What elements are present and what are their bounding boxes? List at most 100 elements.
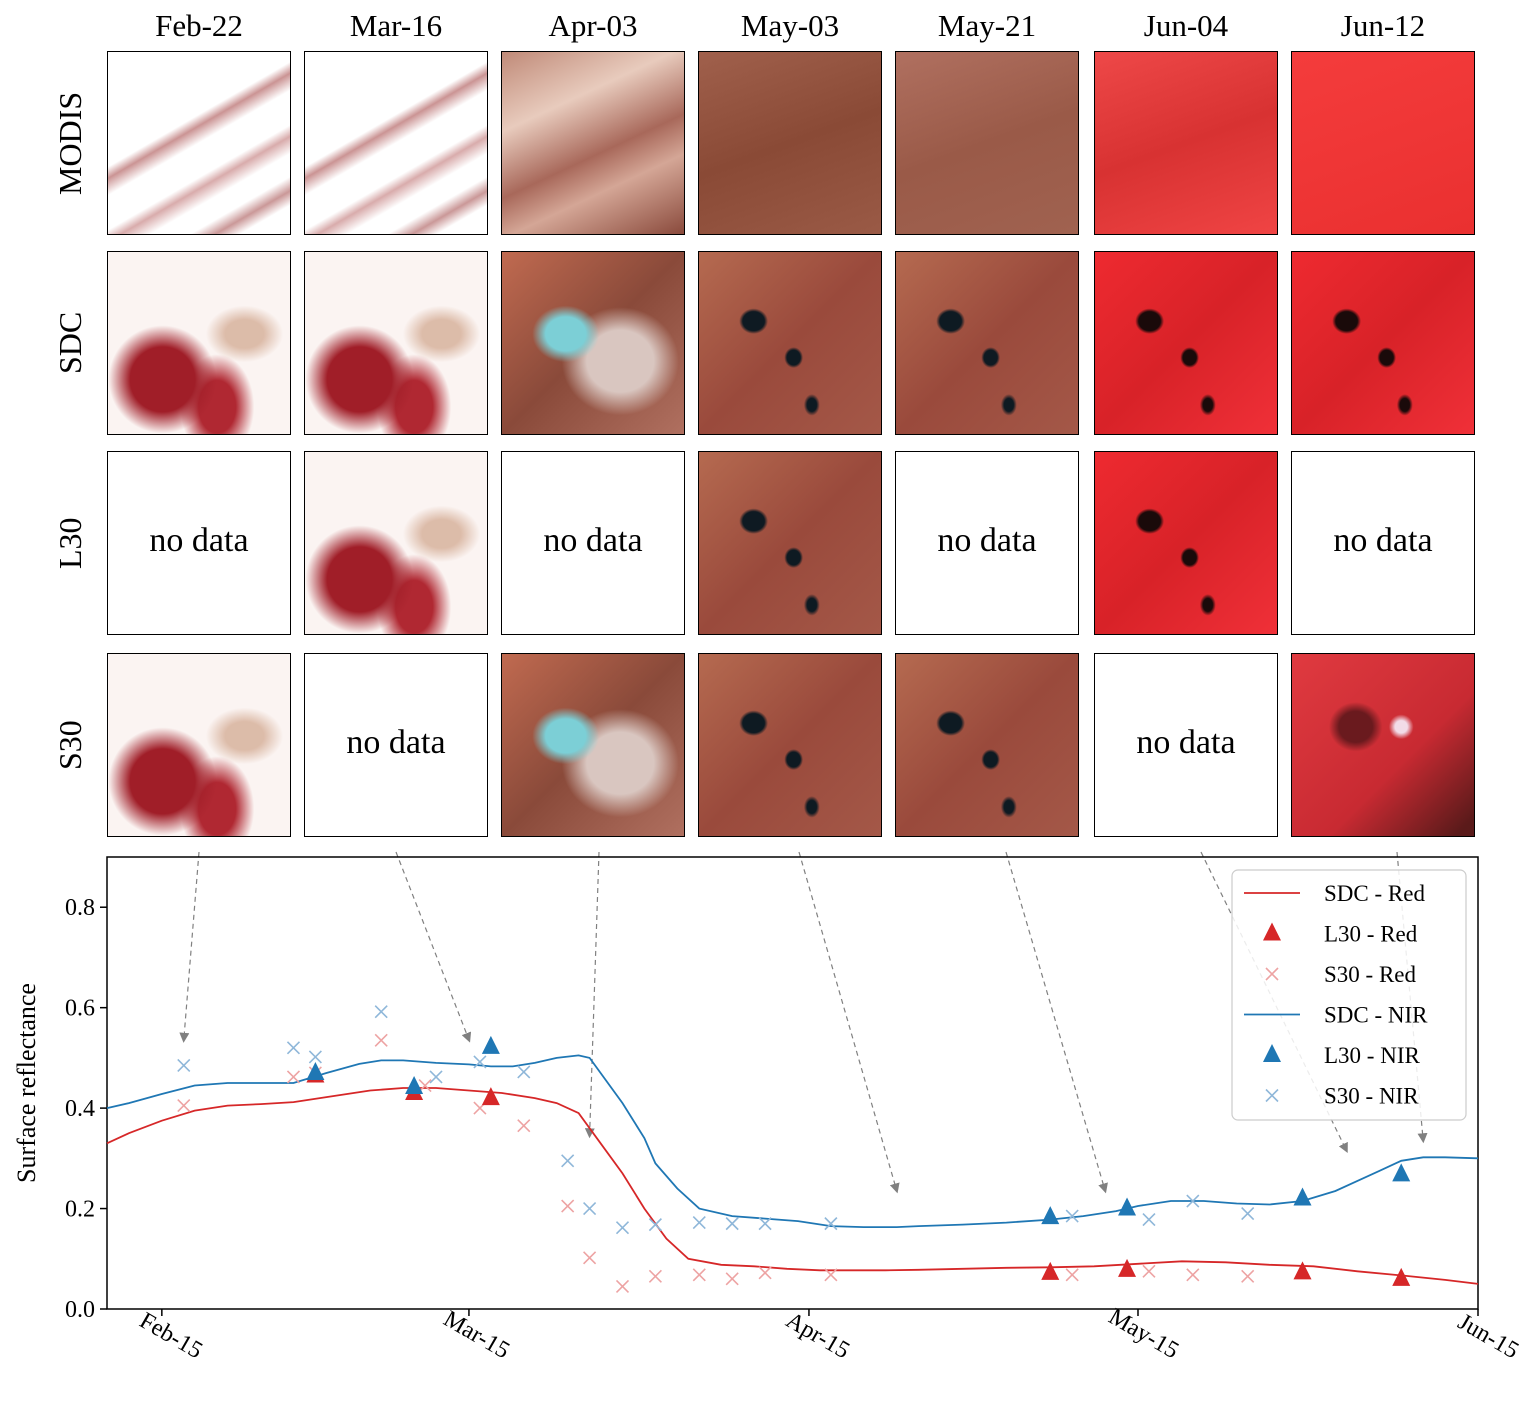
no-data-tile: no data <box>1291 451 1475 635</box>
point-s30-red <box>374 1033 388 1047</box>
no-data-label: no data <box>346 724 446 761</box>
point-s30-nir <box>561 1154 575 1168</box>
x-tick-label: May-15 <box>1104 1304 1183 1365</box>
series-line-sdc-red <box>106 1087 1479 1285</box>
image-tile <box>698 451 882 635</box>
image-tile <box>501 251 685 435</box>
no-data-tile: no data <box>895 451 1079 635</box>
point-s30-nir <box>1142 1213 1156 1227</box>
point-l30-nir <box>1041 1206 1060 1225</box>
date-label-apr-03: Apr-03 <box>548 8 638 43</box>
legend-label: S30 - NIR <box>1324 1084 1419 1109</box>
point-s30-nir <box>308 1050 322 1064</box>
pointer-arrow <box>584 851 600 1139</box>
y-tick-label: 0.4 <box>65 1096 95 1122</box>
legend-label: L30 - Red <box>1324 922 1418 947</box>
point-s30-red <box>177 1099 191 1113</box>
no-data-tile: no data <box>304 653 488 837</box>
image-tile <box>698 51 882 235</box>
point-l30-red <box>1392 1267 1411 1286</box>
point-s30-red <box>517 1119 531 1133</box>
legend-box <box>1231 869 1467 1121</box>
point-s30-nir <box>725 1217 739 1231</box>
no-data-tile: no data <box>1094 653 1278 837</box>
point-l30-nir <box>306 1061 325 1080</box>
image-tile <box>1094 451 1278 635</box>
point-s30-nir <box>648 1218 662 1232</box>
legend-label: SDC - NIR <box>1324 1003 1428 1028</box>
point-l30-red <box>481 1087 500 1106</box>
y-tick-label: 0.0 <box>65 1297 95 1323</box>
image-tile <box>895 653 1079 837</box>
point-s30-nir <box>286 1041 301 1055</box>
point-s30-nir <box>824 1217 838 1231</box>
date-label-may-03: May-03 <box>740 8 840 43</box>
point-s30-nir <box>1065 1209 1079 1223</box>
no-data-label: no data <box>543 522 643 559</box>
image-tile <box>107 251 291 435</box>
image-tile <box>107 51 291 235</box>
point-s30-red <box>824 1268 838 1282</box>
point-l30-nir <box>1293 1187 1312 1206</box>
image-tile <box>895 251 1079 435</box>
point-l30-nir <box>481 1035 500 1054</box>
image-tile <box>304 51 488 235</box>
plot-frame <box>106 856 1479 1310</box>
image-tile <box>304 451 488 635</box>
date-label-jun-04: Jun-04 <box>1143 8 1229 43</box>
legend-triangle-swatch <box>1263 1044 1281 1062</box>
image-tile <box>304 251 488 435</box>
point-l30-nir <box>1118 1197 1137 1216</box>
legend-x-swatch <box>1265 1088 1279 1103</box>
point-l30-nir <box>1392 1163 1411 1182</box>
image-tile <box>501 51 685 235</box>
x-tick-label: Apr-15 <box>781 1307 854 1364</box>
image-tile <box>895 51 1079 235</box>
point-s30-nir <box>692 1216 706 1230</box>
image-tile <box>1094 51 1278 235</box>
no-data-tile: no data <box>501 451 685 635</box>
image-tile <box>1291 653 1475 837</box>
image-tile <box>501 653 685 837</box>
point-s30-nir <box>615 1221 630 1235</box>
point-l30-red <box>1118 1258 1137 1277</box>
legend-triangle-swatch <box>1263 922 1281 941</box>
image-tile <box>1094 251 1278 435</box>
pointer-arrow <box>395 851 472 1043</box>
point-s30-red <box>583 1251 597 1265</box>
point-s30-nir <box>374 1005 388 1019</box>
legend-label: S30 - Red <box>1324 962 1417 987</box>
point-s30-nir <box>517 1065 531 1079</box>
y-tick-label: 0.8 <box>65 895 95 921</box>
date-label-may-21: May-21 <box>937 8 1037 43</box>
legend: SDC - Red L30 - Red S30 - Red SDC - NIR L30 … <box>1231 869 1467 1121</box>
point-s30-red <box>1241 1269 1255 1283</box>
x-tick-label: Mar-15 <box>439 1306 514 1364</box>
x-tick-label: Jun-15 <box>1453 1309 1523 1364</box>
legend-label: L30 - NIR <box>1324 1043 1420 1068</box>
point-s30-red <box>758 1266 772 1280</box>
x-tick-label: Feb-15 <box>135 1308 207 1365</box>
image-tile <box>698 653 882 837</box>
point-s30-nir <box>758 1217 772 1231</box>
date-label-mar-16: Mar-16 <box>349 8 443 43</box>
no-data-tile: no data <box>107 451 291 635</box>
point-s30-nir <box>1241 1207 1255 1221</box>
pointer-arrow <box>179 851 200 1043</box>
point-l30-red <box>1041 1261 1060 1280</box>
point-l30-nir <box>405 1076 424 1095</box>
point-s30-nir <box>1186 1194 1200 1208</box>
point-s30-red <box>1186 1268 1200 1282</box>
y-tick-label: 0.6 <box>65 996 95 1022</box>
point-s30-red <box>561 1199 575 1213</box>
image-tile <box>107 653 291 837</box>
no-data-label: no data <box>937 522 1037 559</box>
pointer-arrow <box>1005 851 1108 1194</box>
point-s30-red <box>648 1269 662 1283</box>
series-line-sdc-nir <box>106 1054 1479 1228</box>
image-tile <box>1291 51 1475 235</box>
point-l30-red <box>1293 1261 1312 1280</box>
point-s30-red <box>1065 1268 1079 1282</box>
legend-x-swatch <box>1265 967 1279 981</box>
